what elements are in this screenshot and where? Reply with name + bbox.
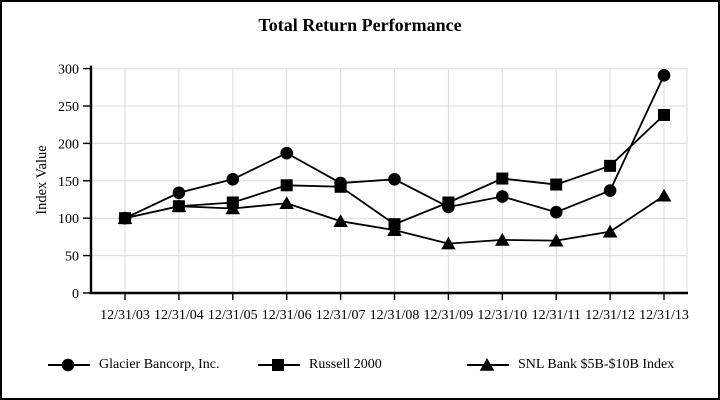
chart-title: Total Return Performance bbox=[258, 15, 461, 35]
legend-square-swatch bbox=[258, 359, 300, 371]
x-tick-label: 12/31/07 bbox=[316, 308, 366, 323]
y-tick-label: 100 bbox=[58, 212, 79, 227]
y-tick-label: 250 bbox=[58, 100, 79, 115]
tick-labels: 0 50 100 150 200 250 300 12/31/03 12/31/04 12/31/… bbox=[58, 63, 689, 323]
legend-item: SNL Bank $5B-$10B Index bbox=[467, 354, 674, 376]
y-tick-label: 200 bbox=[58, 137, 79, 152]
marker-square bbox=[388, 218, 401, 231]
legend-item: Russell 2000 bbox=[258, 354, 382, 376]
legend-circle-swatch bbox=[48, 358, 90, 372]
y-tick-label: 0 bbox=[72, 287, 79, 302]
marker-triangle bbox=[495, 232, 510, 246]
x-tick-label: 12/31/12 bbox=[585, 308, 635, 323]
marker-square bbox=[226, 196, 239, 209]
marker-square bbox=[496, 172, 509, 185]
marker-circle bbox=[496, 190, 509, 203]
legend: Glacier Bancorp, Inc. Russell 2000 SNL Ban… bbox=[2, 354, 718, 378]
marker-circle bbox=[442, 200, 455, 214]
data-series bbox=[117, 69, 672, 250]
marker-triangle bbox=[602, 224, 618, 238]
x-tick-label: 12/31/10 bbox=[477, 308, 527, 323]
x-tick-label: 12/31/08 bbox=[370, 308, 420, 323]
legend-label: Russell 2000 bbox=[309, 357, 382, 372]
legend-triangle-icon bbox=[479, 358, 495, 371]
marker-triangle bbox=[441, 236, 456, 250]
marker-square bbox=[172, 200, 185, 213]
legend-label: Glacier Bancorp, Inc. bbox=[99, 357, 220, 372]
legend-triangle-swatch bbox=[467, 358, 509, 371]
x-tick-label: 12/31/13 bbox=[639, 308, 689, 323]
y-tick-label: 50 bbox=[65, 250, 79, 265]
marker-circle bbox=[603, 184, 617, 197]
legend-circle-icon bbox=[61, 358, 75, 372]
marker-circle bbox=[280, 146, 294, 160]
axes bbox=[83, 65, 688, 300]
marker-circle bbox=[172, 186, 186, 200]
marker-circle bbox=[334, 176, 347, 190]
x-tick-label: 12/31/11 bbox=[532, 308, 581, 323]
marker-circle bbox=[549, 205, 563, 219]
marker-circle bbox=[226, 173, 240, 186]
marker-square bbox=[604, 159, 617, 172]
legend-label: SNL Bank $5B-$10B Index bbox=[518, 357, 675, 372]
marker-square bbox=[280, 179, 293, 192]
x-tick-label: 12/31/06 bbox=[262, 308, 312, 323]
marker-triangle bbox=[548, 233, 564, 247]
y-tick-label: 150 bbox=[58, 175, 79, 190]
y-tick-label: 300 bbox=[58, 63, 79, 78]
marker-circle bbox=[388, 173, 401, 186]
x-tick-label: 12/31/03 bbox=[100, 308, 150, 323]
x-tick-label: 12/31/09 bbox=[424, 308, 474, 323]
marker-circle bbox=[657, 69, 671, 82]
x-tick-label: 12/31/05 bbox=[208, 308, 258, 323]
marker-triangle bbox=[333, 214, 348, 227]
marker-triangle bbox=[279, 196, 294, 210]
y-axis-title: Index Value bbox=[34, 145, 50, 214]
marker-square bbox=[550, 178, 563, 191]
legend-square-icon bbox=[272, 359, 284, 371]
marker-square bbox=[658, 108, 670, 121]
x-tick-label: 12/31/04 bbox=[154, 308, 204, 323]
marker-triangle bbox=[656, 188, 672, 202]
legend-item: Glacier Bancorp, Inc. bbox=[48, 354, 220, 376]
marker-circle bbox=[118, 211, 132, 225]
